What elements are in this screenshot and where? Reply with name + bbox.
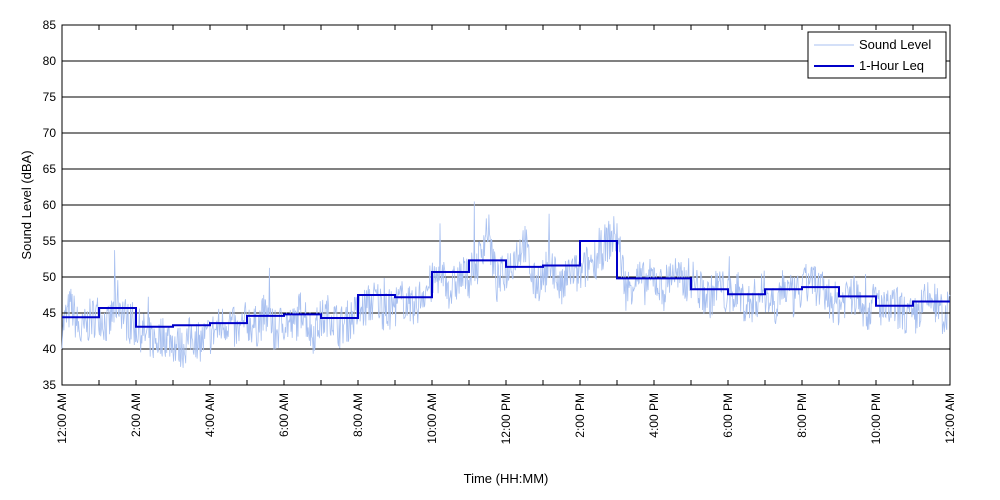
x-tick-label-1: 2:00 AM [129, 393, 143, 437]
x-tick-label-6: 12:00 PM [499, 393, 513, 444]
legend-label-sound-level: Sound Level [859, 37, 931, 52]
x-tick-label-9: 6:00 PM [721, 393, 735, 438]
legend-box [807, 31, 947, 79]
series-1-hour-leq [62, 240, 950, 328]
x-tick-label-4: 8:00 AM [351, 393, 365, 437]
axes: 35 40 45 50 55 60 65 70 75 80 85 12:00 AM 2:00 AM 4:0… [43, 18, 957, 444]
y-tick-label-45: 45 [43, 306, 57, 320]
y-tick-label-55: 55 [43, 234, 57, 248]
legend-label-1-hour-leq: 1-Hour Leq [859, 58, 924, 73]
x-tick-label-7: 2:00 PM [573, 393, 587, 438]
y-tick-label-65: 65 [43, 162, 57, 176]
y-tick-label-70: 70 [43, 126, 57, 140]
x-tick-label-0: 12:00 AM [55, 393, 69, 444]
legend: Sound Level 1-Hour Leq [807, 31, 947, 79]
y-tick-label-50: 50 [43, 270, 57, 284]
y-tick-label-80: 80 [43, 54, 57, 68]
y-tick-label-35: 35 [43, 378, 57, 392]
x-tick-label-10: 8:00 PM [795, 393, 809, 438]
x-tick-label-12: 12:00 AM [943, 393, 957, 444]
x-tick-label-3: 6:00 AM [277, 393, 291, 437]
series-layer [61, 201, 951, 368]
x-tick-label-8: 4:00 PM [647, 393, 661, 438]
y-tick-label-85: 85 [43, 18, 57, 32]
x-tick-label-2: 4:00 AM [203, 393, 217, 437]
y-tick-label-75: 75 [43, 90, 57, 104]
x-tick-label-11: 10:00 PM [869, 393, 883, 444]
x-tick-label-5: 10:00 AM [425, 393, 439, 444]
x-axis-title: Time (HH:MM) [464, 471, 549, 486]
y-axis-title: Sound Level (dBA) [19, 150, 34, 259]
y-tick-label-40: 40 [43, 342, 57, 356]
y-tick-label-60: 60 [43, 198, 57, 212]
